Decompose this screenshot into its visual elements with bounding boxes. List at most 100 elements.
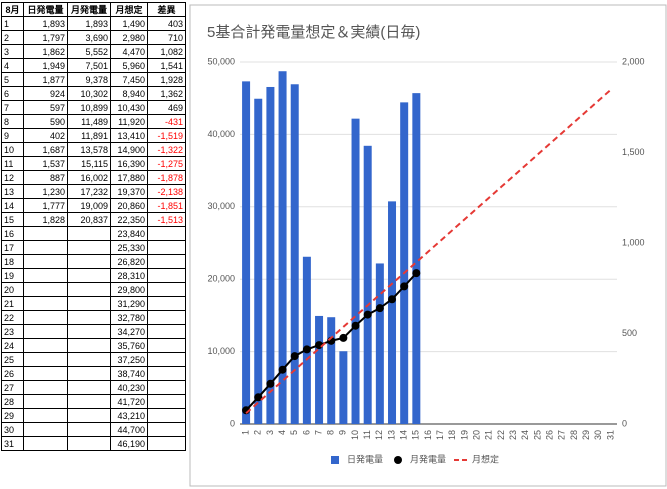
table-row: 27 40,230 [1,380,186,395]
x-tick-label: 17 [435,430,445,440]
x-tick-label: 30 [593,430,603,440]
y2-tick-label: 500 [622,328,637,338]
point [375,304,384,313]
table-row: 6 924 10,302 8,940 1,362 [1,86,186,101]
x-tick-label: 16 [423,430,433,440]
table-row: 13 1,230 17,232 19,370 -2,138 [1,184,186,199]
x-tick-label: 27 [557,430,567,440]
legend-label: 日発電量 [347,453,383,464]
point [278,365,287,374]
x-tick-label: 28 [569,430,579,440]
x-tick-label: 7 [313,430,323,435]
point [363,310,372,319]
table-row: 28 41,720 [1,394,186,409]
table-row: 19 28,310 [1,268,186,283]
table-row: 31 46,190 [1,436,186,451]
bar [327,317,336,424]
y-tick-label: 20,000 [207,274,235,284]
legend-swatch [394,456,402,464]
table-row: 3 1,862 5,552 4,470 1,082 [1,44,186,59]
bar [351,118,360,424]
x-tick-label: 5 [289,430,299,435]
bar [242,81,251,424]
x-tick-label: 29 [581,430,591,440]
point [315,341,324,350]
table-row: 16 23,840 [1,226,186,241]
table-cell: 46,190 [110,436,148,451]
bar [400,102,409,424]
point [254,393,263,402]
x-tick-label: 21 [484,430,494,440]
bar [278,71,287,424]
point [400,282,409,291]
bar [388,201,397,424]
x-tick-label: 22 [496,430,506,440]
bar [302,256,311,424]
x-tick-label: 9 [338,430,348,435]
table-row: 29 43,210 [1,408,186,423]
table-row: 25 37,250 [1,352,186,367]
table-row: 7 597 10,899 10,430 469 [1,100,186,115]
x-tick-label: 26 [544,430,554,440]
y2-tick-label: 1,500 [622,147,645,157]
table-row: 24 35,760 [1,338,186,353]
point [388,295,397,304]
y-tick-label: 50,000 [207,56,235,66]
x-tick-label: 13 [386,430,396,440]
y-tick-label: 40,000 [207,129,235,139]
legend-label: 月想定 [472,453,499,464]
point [412,269,421,278]
table-row: 18 26,820 [1,254,186,269]
point [290,352,299,361]
y-tick-label: 30,000 [207,201,235,211]
x-tick-label: 10 [350,430,360,440]
y2-tick-label: 0 [622,418,627,428]
legend-label: 月発電量 [410,453,446,464]
bar [339,351,348,424]
x-tick-label: 8 [326,430,336,435]
x-tick-label: 14 [399,430,409,440]
table-cell: 31 [1,436,24,451]
x-tick-label: 3 [265,430,275,435]
table-row: 12 887 16,002 17,880 -1,878 [1,170,186,185]
table-row: 8月 日発電量 月発電量 月想定 差異 [1,2,186,17]
bar [266,86,275,424]
chart-frame [189,4,667,487]
point [302,345,311,354]
bar [363,145,372,425]
y-tick-label: 0 [230,418,235,428]
bar [315,315,324,424]
bar [254,98,263,425]
point [339,333,348,342]
x-tick-label: 19 [459,430,469,440]
x-tick-label: 6 [301,430,311,435]
x-tick-label: 20 [472,430,482,440]
table-cell [147,436,186,451]
x-tick-label: 12 [374,430,384,440]
data-table: 8月 日発電量 月発電量 月想定 差異 1 1,893 1,893 1,490 403 2 1,797… [1,2,186,451]
x-tick-label: 11 [362,430,372,439]
dashed-line [245,88,612,414]
x-tick-label: 25 [532,430,542,440]
x-tick-label: 24 [520,430,530,440]
legend-swatch [331,456,339,464]
table-row: 9 402 11,891 13,410 -1,519 [1,128,186,143]
bar [290,84,299,424]
table-row: 15 1,828 20,837 22,350 -1,513 [1,212,186,227]
bar [375,263,384,424]
y-tick-label: 10,000 [207,346,235,356]
table-row: 22 32,780 [1,310,186,325]
x-tick-label: 31 [605,430,615,440]
x-tick-label: 23 [508,430,518,440]
point [351,321,360,330]
x-tick-label: 2 [253,430,263,435]
point [266,379,275,388]
table-row: 17 25,330 [1,240,186,255]
x-tick-label: 1 [240,430,250,435]
chart-title: 5基合計発電量想定＆実績(日毎) [207,24,420,41]
table-row: 4 1,949 7,501 5,960 1,541 [1,58,186,73]
bar [412,93,421,424]
table-cell: -431 [147,114,186,129]
